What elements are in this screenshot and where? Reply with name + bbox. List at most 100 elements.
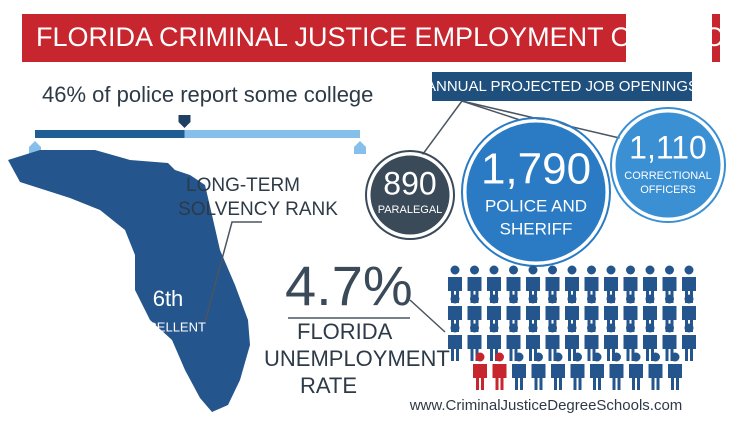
- rate-pointer: [409, 299, 446, 333]
- openings-label: POLICE AND: [485, 196, 587, 215]
- person-body: [590, 364, 604, 390]
- person-head: [450, 294, 460, 304]
- person-head: [587, 265, 596, 275]
- person-body: [668, 364, 682, 390]
- bar-share: [35, 130, 185, 138]
- person-head: [509, 294, 518, 304]
- openings-value: 1,110: [629, 129, 707, 165]
- person-head: [684, 294, 694, 304]
- person-head: [606, 265, 616, 275]
- openings-header: [432, 72, 692, 101]
- person-head: [475, 352, 485, 362]
- person-head: [450, 323, 460, 333]
- person-head: [509, 323, 518, 333]
- person-head: [495, 352, 504, 362]
- solvency-pointer: [204, 221, 262, 323]
- unemployment-label: RATE: [300, 373, 357, 398]
- circle-ring: [610, 107, 726, 223]
- solvency-title: SOLVENCY RANK: [178, 199, 338, 220]
- person-head: [626, 323, 635, 333]
- banner-accent: [712, 14, 720, 62]
- person-head: [665, 323, 674, 333]
- circle-ring: [365, 150, 455, 240]
- person-head: [684, 265, 694, 275]
- person-head: [567, 323, 577, 333]
- florida-map: [8, 150, 250, 412]
- person-head: [470, 294, 479, 304]
- person-head: [534, 352, 543, 362]
- person-body: [570, 364, 585, 390]
- person-head: [489, 294, 499, 304]
- person-head: [514, 352, 524, 362]
- person-body: [531, 364, 546, 390]
- person-head: [631, 352, 641, 362]
- person-body: [512, 364, 526, 390]
- person-body: [551, 364, 565, 390]
- openings-label: CORRECTIONAL: [624, 170, 711, 182]
- person-head: [684, 323, 694, 333]
- person-head: [670, 352, 680, 362]
- person-head: [665, 294, 674, 304]
- person-body: [629, 364, 643, 390]
- people-icons: [448, 265, 696, 390]
- person-head: [645, 294, 655, 304]
- circle-police: [463, 119, 609, 265]
- person-head: [567, 265, 577, 275]
- person-head: [567, 294, 577, 304]
- person-head: [665, 265, 674, 275]
- solvency-rating: EXCELLENT: [130, 319, 206, 334]
- person-head: [489, 323, 499, 333]
- person-head: [528, 265, 538, 275]
- openings-value: 1,790: [481, 145, 591, 194]
- person-head: [592, 352, 602, 362]
- person-head: [651, 352, 660, 362]
- person-head: [548, 265, 557, 275]
- person-body: [609, 364, 624, 390]
- college-label: 46% of police report some college: [42, 82, 373, 107]
- unemployment-label: UNEMPLOYMENT: [264, 346, 450, 371]
- person-head: [573, 352, 582, 362]
- circle-correctional: [612, 109, 724, 221]
- title-banner: [22, 14, 626, 62]
- person-body: [448, 335, 462, 361]
- person-head: [612, 352, 621, 362]
- unemployment-rate: 4.7%: [285, 254, 413, 317]
- circle-ring: [461, 117, 611, 267]
- bar-end: [354, 141, 366, 154]
- openings-title: ANNUAL PROJECTED JOB OPENINGS: [426, 78, 698, 95]
- person-head: [548, 323, 557, 333]
- person-body: [682, 335, 696, 361]
- solvency-rank: 6th: [153, 286, 184, 311]
- person-body: [492, 364, 507, 390]
- bar-rest: [35, 130, 360, 138]
- person-head: [626, 294, 635, 304]
- person-head: [509, 265, 518, 275]
- person-head: [626, 265, 635, 275]
- person-head: [489, 265, 499, 275]
- person-head: [470, 323, 479, 333]
- openings-value: 890: [383, 165, 436, 201]
- bar-marker: [178, 115, 191, 128]
- person-head: [450, 265, 460, 275]
- person-head: [606, 323, 616, 333]
- person-body: [648, 364, 663, 390]
- title: FLORIDA CRIMINAL JUSTICE EMPLOYMENT OUTL…: [36, 22, 735, 52]
- connector: [419, 100, 463, 159]
- connector: [461, 100, 521, 121]
- person-head: [548, 294, 557, 304]
- person-head: [645, 265, 655, 275]
- person-head: [553, 352, 563, 362]
- person-head: [645, 323, 655, 333]
- unemployment-label: FLORIDA: [297, 319, 393, 344]
- circle-paralegal: [367, 152, 453, 238]
- person-head: [587, 294, 596, 304]
- person-head: [470, 265, 479, 275]
- openings-label: SHERIFF: [500, 219, 573, 238]
- openings-label: PARALEGAL: [378, 204, 443, 216]
- openings-label: OFFICERS: [640, 184, 696, 196]
- person-body: [473, 364, 487, 390]
- person-head: [528, 294, 538, 304]
- footer-url: www.CriminalJusticeDegreeSchools.com: [409, 397, 683, 414]
- person-head: [587, 323, 596, 333]
